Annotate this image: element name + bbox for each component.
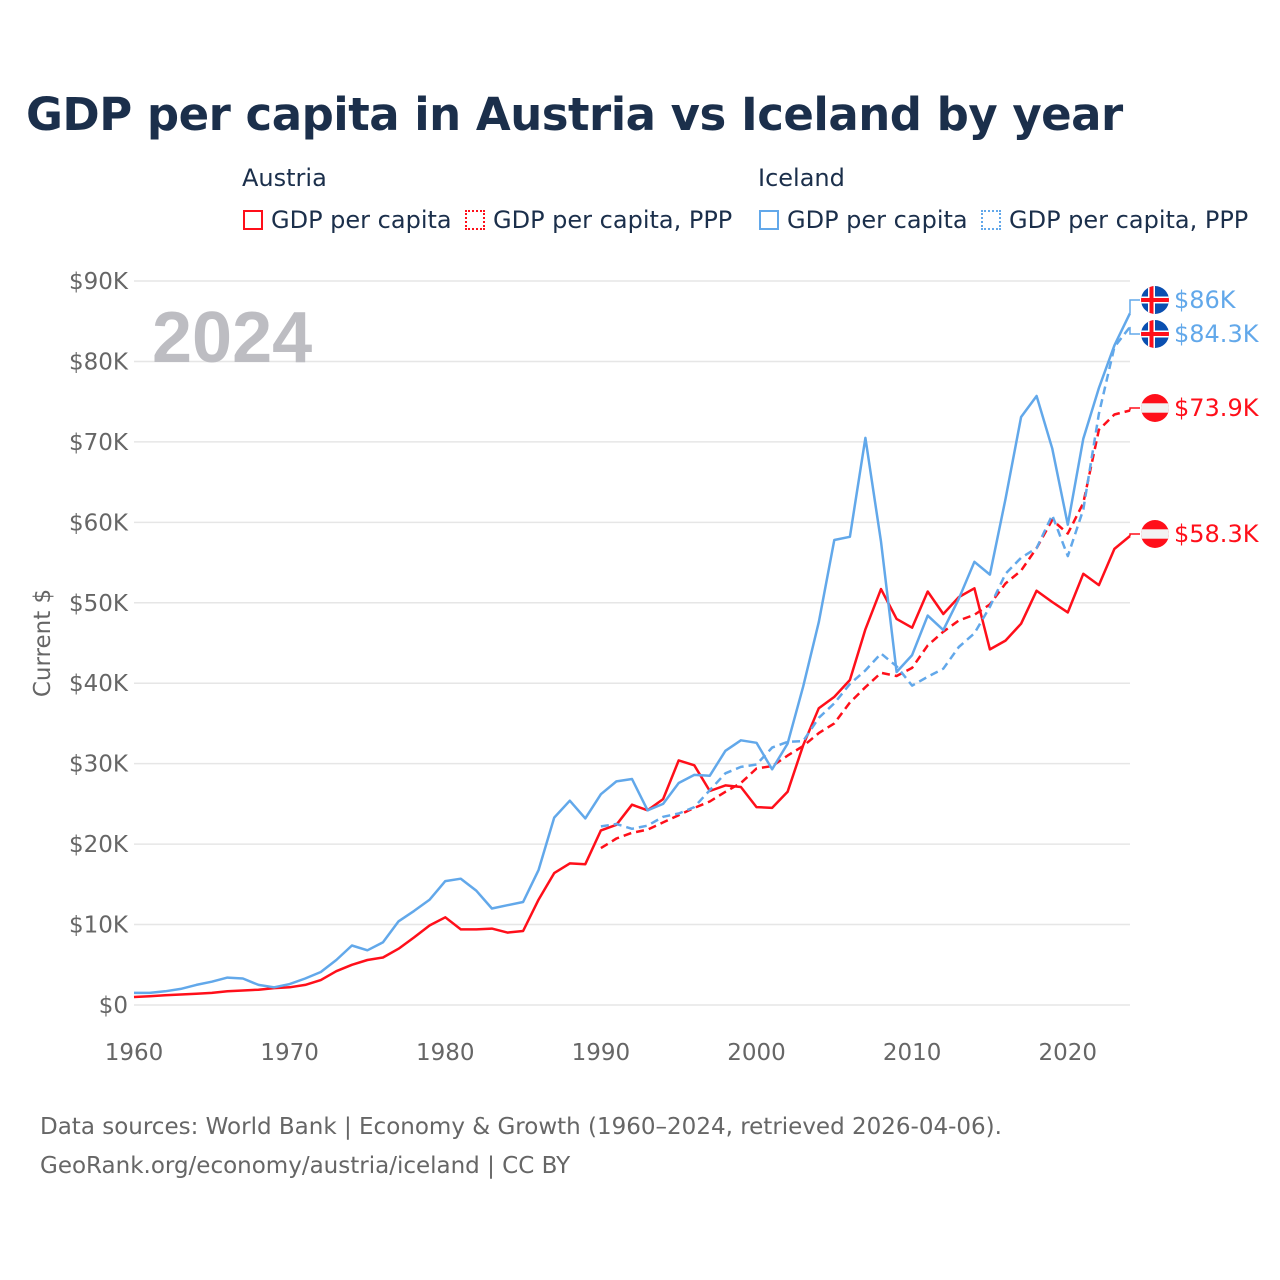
flag-clip — [1141, 320, 1169, 348]
y-tick-label: $30K — [69, 752, 129, 778]
chart-title: GDP per capita in Austria vs Iceland by … — [26, 88, 1123, 141]
legend-austria-ppp[interactable]: GDP per capita, PPP — [465, 206, 732, 234]
end-value-label: $86K — [1174, 286, 1237, 314]
legend-label: GDP per capita, PPP — [1009, 206, 1249, 234]
footer-sources: Data sources: World Bank | Economy & Gro… — [40, 1114, 1002, 1140]
series-line-iceland-gdp-per-capita-ppp — [600, 326, 1131, 831]
x-tick-label: 2010 — [883, 1040, 942, 1066]
x-tick-label: 2020 — [1038, 1040, 1097, 1066]
end-connector — [1129, 299, 1140, 314]
legend-swatch-solid-icon — [243, 210, 263, 230]
legend-label: GDP per capita, PPP — [493, 206, 733, 234]
flag-clip — [1141, 286, 1169, 314]
footer: Data sources: World Bank | Economy & Gro… — [40, 1108, 1002, 1186]
legend-austria-gdp[interactable]: GDP per capita — [243, 206, 452, 234]
y-tick-label: $50K — [69, 591, 129, 617]
year-watermark: 2024 — [152, 298, 312, 378]
y-tick-label: $10K — [69, 913, 129, 939]
end-value-label: $84.3K — [1174, 320, 1260, 348]
legend-iceland-ppp[interactable]: GDP per capita, PPP — [981, 206, 1248, 234]
iceland-flag-icon — [1141, 286, 1169, 314]
legend-swatch-solid-icon — [759, 210, 779, 230]
legend-label: GDP per capita — [787, 206, 968, 234]
end-connector — [1129, 326, 1140, 335]
austria-flag-icon — [1141, 394, 1169, 422]
legend-iceland-gdp[interactable]: GDP per capita — [759, 206, 968, 234]
flag-stripe-white — [1141, 529, 1169, 539]
end-value-label: $73.9K — [1174, 394, 1260, 422]
y-tick-label: $40K — [69, 671, 129, 697]
flag-clip — [1141, 394, 1169, 422]
end-value-label: $58.3K — [1174, 520, 1260, 548]
x-tick-label: 1990 — [572, 1040, 631, 1066]
series-line-iceland-gdp-per-capita — [134, 312, 1132, 995]
flag-cross-red — [1141, 298, 1169, 302]
x-tick-label: 1970 — [260, 1040, 319, 1066]
footer-link[interactable]: GeoRank.org/economy/austria/iceland | CC… — [40, 1153, 571, 1179]
legend-swatch-dotted-icon — [465, 210, 485, 230]
x-tick-label: 2000 — [727, 1040, 786, 1066]
austria-flag-icon — [1141, 520, 1169, 548]
end-connector — [1129, 533, 1140, 537]
y-tick-label: $70K — [69, 430, 129, 456]
series-line-austria-gdp-per-capita — [133, 535, 1131, 999]
y-tick-label: $20K — [69, 832, 129, 858]
flag-clip — [1141, 520, 1169, 548]
flag-stripe-white — [1141, 403, 1169, 413]
x-tick-label: 1960 — [105, 1040, 164, 1066]
y-tick-label: $90K — [69, 269, 129, 295]
legend-group-austria: Austria — [242, 164, 327, 192]
legend-label: GDP per capita — [271, 206, 452, 234]
y-axis-label: Current $ — [30, 589, 56, 697]
legend-swatch-dotted-icon — [981, 210, 1001, 230]
y-tick-label: $80K — [69, 349, 129, 375]
end-connector — [1129, 407, 1140, 411]
flag-cross-red — [1141, 332, 1169, 336]
legend-group-iceland: Iceland — [758, 164, 845, 192]
x-tick-label: 1980 — [416, 1040, 475, 1066]
iceland-flag-icon — [1141, 320, 1169, 348]
y-tick-label: $60K — [69, 510, 129, 536]
y-tick-label: $0 — [99, 993, 128, 1019]
